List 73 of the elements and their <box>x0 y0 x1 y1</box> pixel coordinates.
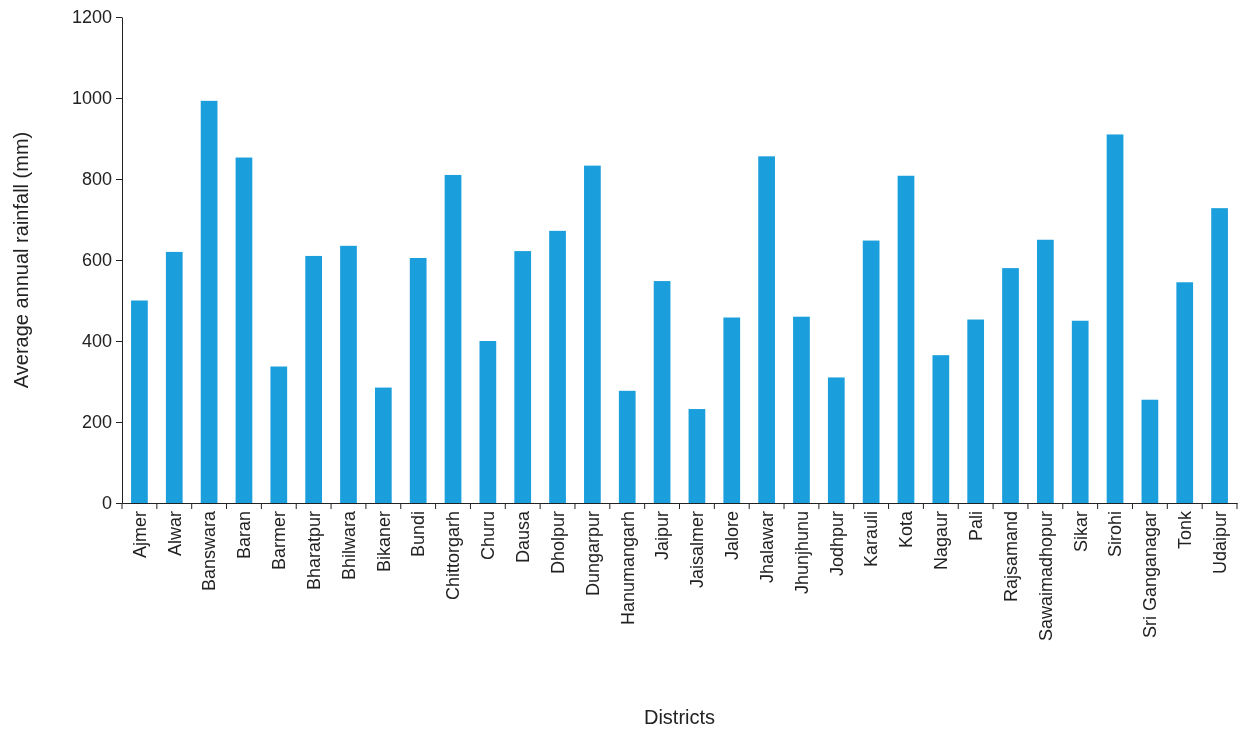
x-tick-label: Dholpur <box>547 511 568 575</box>
y-tick-label: 1000 <box>71 88 112 109</box>
bar <box>653 281 671 503</box>
bar <box>723 317 741 503</box>
bar <box>374 387 392 503</box>
x-tick-label: Udaipur <box>1209 511 1230 575</box>
bar <box>1106 134 1124 503</box>
x-tick-label: Sri Ganganagar <box>1140 511 1161 639</box>
bar <box>514 251 532 503</box>
bar <box>131 300 148 503</box>
bar <box>1211 208 1228 503</box>
y-tick-label: 600 <box>81 250 112 271</box>
bar <box>1141 399 1159 503</box>
x-tick-label: Kota <box>896 510 917 549</box>
bar <box>897 175 915 503</box>
x-tick-label: Jaipur <box>652 511 673 561</box>
bar <box>862 240 880 503</box>
x-tick-label: Jhunjhunu <box>791 511 812 595</box>
x-tick-label: Jalore <box>722 511 743 561</box>
x-tick-label: Barmer <box>269 511 290 571</box>
bar <box>165 251 183 503</box>
bar <box>688 409 706 503</box>
bar <box>270 366 288 503</box>
y-tick-label: 0 <box>101 493 112 514</box>
x-tick-label: Baran <box>234 511 255 560</box>
bar <box>1037 239 1054 503</box>
x-tick-label: Jaisalmer <box>687 511 708 589</box>
x-tick-label: Dausa <box>513 510 533 564</box>
x-tick-label: Karauli <box>861 511 882 568</box>
x-tick-label: Alwar <box>164 511 185 557</box>
x-tick-label: Dungarpur <box>582 511 603 597</box>
bar <box>1071 320 1089 503</box>
bar <box>305 255 322 503</box>
x-tick-label: Sawaimadhopur <box>1035 510 1056 642</box>
bar <box>584 165 601 503</box>
y-tick-label: 800 <box>81 169 112 190</box>
bar <box>479 341 497 503</box>
y-tick-label: 200 <box>81 412 112 433</box>
bar <box>827 377 845 503</box>
x-axis-title: Districts <box>643 706 716 728</box>
bar <box>235 157 253 503</box>
x-tick-label: Rajsamand <box>1000 511 1021 603</box>
x-tick-label: Bundi <box>408 511 429 558</box>
x-tick-label: Nagaur <box>931 511 952 571</box>
bar <box>340 245 357 503</box>
bar <box>932 355 950 503</box>
y-axis-title: Average annual rainfall (mm) <box>10 131 32 389</box>
x-tick-label: Chittorgarh <box>443 511 464 601</box>
bar <box>409 257 427 503</box>
x-tick-label: Hanumangarh <box>617 511 638 626</box>
bar <box>618 390 636 503</box>
x-tick-label: Bhilwara <box>338 510 359 581</box>
x-tick-label: Banswara <box>199 510 220 592</box>
x-tick-label: Pali <box>965 511 986 542</box>
bar <box>1176 282 1194 503</box>
bar <box>1002 268 1019 503</box>
y-tick-label: 400 <box>81 331 112 352</box>
bar <box>200 100 218 503</box>
bar <box>444 174 462 503</box>
x-tick-label: Churu <box>478 511 499 561</box>
bar <box>549 230 566 503</box>
bar <box>793 316 810 503</box>
bar <box>758 156 775 503</box>
x-tick-label: Ajmer <box>129 511 150 559</box>
x-tick-label: Bharatpur <box>303 511 324 591</box>
bar <box>967 319 985 503</box>
y-tick-label: 1200 <box>71 7 112 28</box>
x-tick-label: Bikaner <box>373 510 394 573</box>
x-tick-label: Tonk <box>1175 510 1196 550</box>
x-tick-label: Sikar <box>1070 511 1091 553</box>
x-tick-label: Sirohi <box>1105 511 1126 558</box>
x-tick-label: Jodhpur <box>826 511 847 577</box>
x-tick-label: Jhalawar <box>756 511 777 584</box>
